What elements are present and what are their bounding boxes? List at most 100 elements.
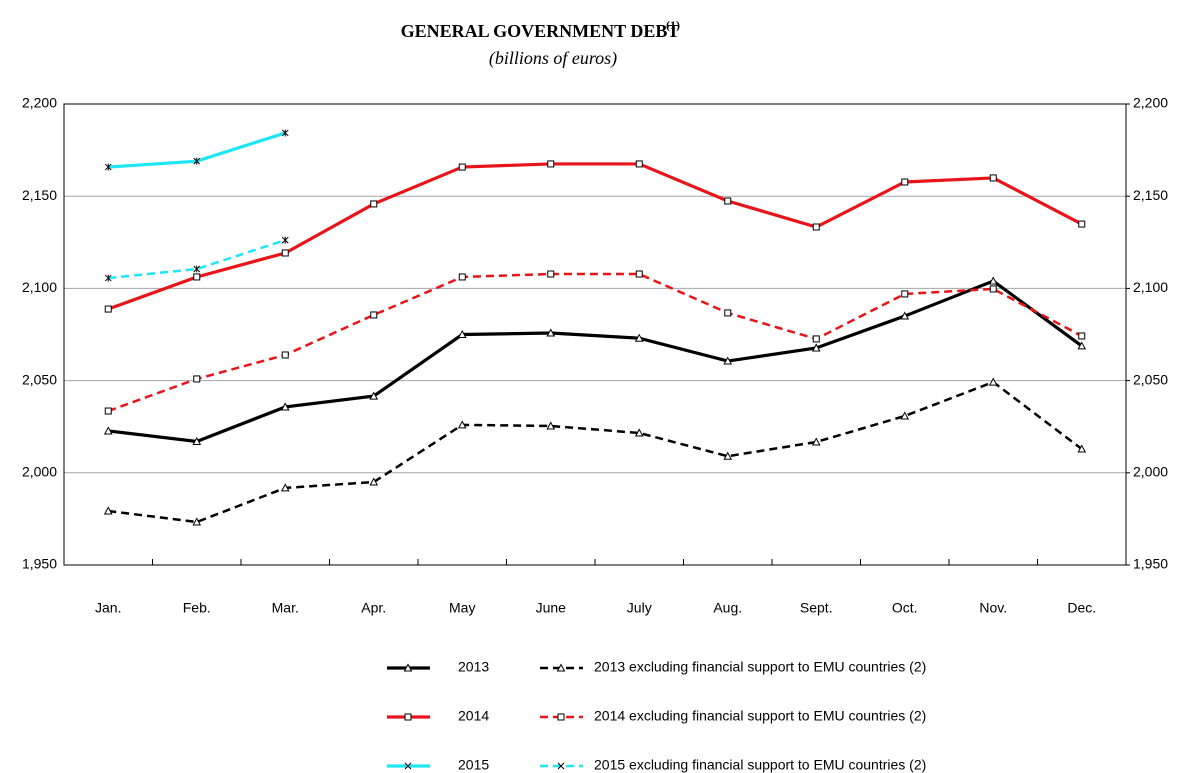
x-tick-label: Nov. — [979, 600, 1007, 616]
marker — [104, 407, 112, 415]
legend-label: 2015 excluding financial support to EMU … — [594, 757, 926, 773]
y-tick-label: 2,050 — [22, 371, 57, 387]
x-tick-label: Mar. — [272, 600, 299, 616]
y-tick-label: 2,100 — [22, 279, 57, 295]
line — [108, 279, 1083, 444]
marker — [547, 160, 555, 168]
series — [104, 160, 1086, 313]
marker — [634, 333, 644, 342]
marker — [635, 160, 643, 168]
y2-tick-label: 2,100 — [1133, 279, 1168, 295]
legend-marker — [556, 663, 566, 672]
x-tick-label: Apr. — [361, 600, 386, 616]
marker — [988, 377, 998, 386]
legend-label: 2014 excluding financial support to EMU … — [594, 708, 926, 724]
y2-tick-label: 1,950 — [1133, 556, 1168, 572]
marker — [281, 249, 289, 257]
marker — [280, 483, 290, 492]
marker — [635, 270, 643, 278]
y-tick-label: 2,000 — [22, 464, 57, 480]
marker — [547, 270, 555, 278]
marker — [900, 411, 910, 420]
y-tick-label: 2,150 — [22, 187, 57, 203]
x-tick-label: Dec. — [1067, 600, 1096, 616]
y-tick-label: 2,200 — [22, 95, 57, 111]
y-tick-label: 1,950 — [22, 556, 57, 572]
marker — [812, 223, 820, 231]
marker — [193, 265, 201, 273]
marker — [724, 197, 732, 205]
marker — [812, 335, 820, 343]
legend-label: 2015 — [458, 757, 489, 773]
line — [108, 380, 1083, 524]
line — [107, 162, 1083, 311]
marker — [811, 437, 821, 446]
marker — [192, 436, 202, 445]
marker — [103, 506, 113, 515]
legend-marker — [557, 713, 565, 721]
marker — [723, 356, 733, 365]
x-tick-label: Oct. — [892, 600, 918, 616]
marker — [724, 309, 732, 317]
legend-entry: 2013 excluding financial support to EMU … — [540, 659, 926, 675]
marker — [457, 420, 467, 429]
marker — [193, 375, 201, 383]
marker — [901, 178, 909, 186]
marker — [546, 328, 556, 337]
y2-tick-label: 2,150 — [1133, 187, 1168, 203]
chart-title: GENERAL GOVERNMENT DEBT — [401, 21, 680, 41]
legend-marker — [404, 713, 412, 721]
legend-entry: 2015 — [387, 757, 489, 773]
marker — [369, 391, 379, 400]
marker — [280, 402, 290, 411]
marker — [192, 517, 202, 526]
marker — [281, 129, 289, 137]
marker — [104, 163, 112, 171]
series — [103, 377, 1087, 526]
chart-subtitle: (billions of euros) — [489, 48, 617, 69]
marker — [104, 305, 112, 313]
x-tick-label: June — [536, 600, 567, 616]
marker — [457, 329, 467, 338]
legend-entry: 2014 — [387, 708, 489, 724]
x-tick-label: May — [449, 600, 475, 616]
series — [104, 129, 289, 171]
y2-tick-label: 2,200 — [1133, 95, 1168, 111]
legend-label: 2014 — [458, 708, 489, 724]
marker — [370, 311, 378, 319]
marker — [988, 276, 998, 285]
marker — [546, 421, 556, 430]
marker — [458, 273, 466, 281]
legend-entry: 2015 excluding financial support to EMU … — [540, 757, 926, 773]
marker — [1078, 220, 1086, 228]
marker — [901, 290, 909, 298]
x-tick-label: Jan. — [95, 600, 121, 616]
marker — [103, 426, 113, 435]
marker — [193, 157, 201, 165]
marker — [1077, 341, 1087, 350]
marker — [723, 451, 733, 460]
marker — [900, 311, 910, 320]
marker — [104, 274, 112, 282]
x-tick-label: Feb. — [183, 600, 211, 616]
line — [107, 272, 1083, 413]
marker — [811, 343, 821, 352]
marker — [1077, 444, 1087, 453]
series — [104, 270, 1086, 415]
marker — [369, 477, 379, 486]
x-tick-label: July — [627, 600, 652, 616]
marker — [193, 273, 201, 281]
legend-entry: 2014 excluding financial support to EMU … — [540, 708, 926, 724]
series — [104, 236, 289, 282]
marker — [370, 200, 378, 208]
marker — [1078, 332, 1086, 340]
legend-entry: 2013 — [387, 659, 489, 675]
x-tick-label: Aug. — [713, 600, 742, 616]
y2-tick-label: 2,050 — [1133, 371, 1168, 387]
legend-label: 2013 excluding financial support to EMU … — [594, 659, 926, 675]
x-tick-label: Sept. — [800, 600, 833, 616]
legend-marker — [404, 762, 412, 770]
legend-marker — [557, 762, 565, 770]
marker — [634, 428, 644, 437]
marker — [989, 285, 997, 293]
